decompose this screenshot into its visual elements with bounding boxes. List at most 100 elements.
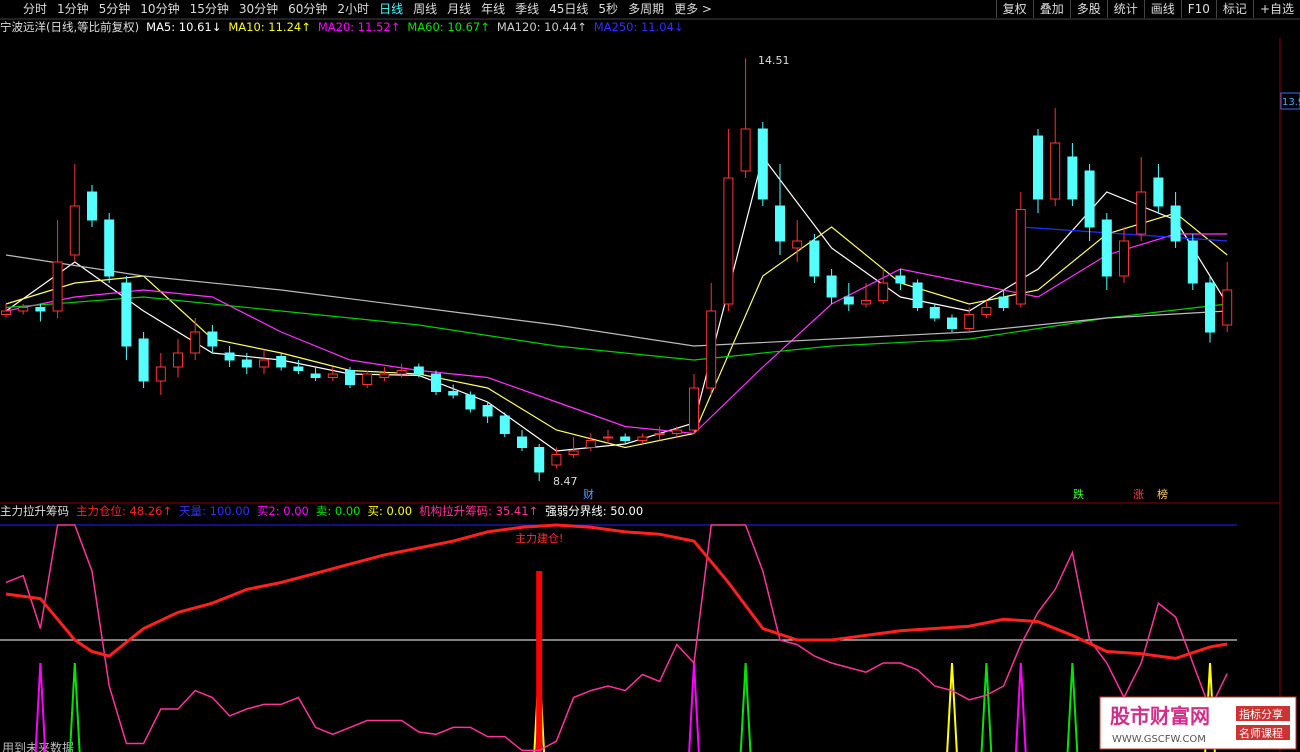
- candle-body: [603, 436, 613, 439]
- toolbar-item[interactable]: 1分钟: [57, 2, 89, 16]
- candle-body: [947, 317, 957, 329]
- toolbar-item[interactable]: 多周期: [628, 2, 665, 16]
- toolbar-item[interactable]: 10分钟: [140, 2, 180, 16]
- candle-body: [224, 352, 235, 361]
- candle-body: [207, 331, 218, 347]
- toolbar-item[interactable]: 60分钟: [288, 2, 328, 16]
- toolbar-item[interactable]: 5分钟: [98, 2, 131, 16]
- candle-body: [87, 191, 97, 221]
- toolbar-item[interactable]: 统计: [1106, 0, 1144, 18]
- toolbar-item[interactable]: 2小时: [337, 2, 370, 16]
- candle-body: [689, 387, 699, 431]
- candle-body: [723, 177, 734, 305]
- candle-body: [1, 310, 11, 315]
- candle-body: [654, 433, 665, 435]
- signal-spike: [1014, 662, 1027, 752]
- ma-line: [5, 212, 1228, 449]
- candle-body: [1119, 240, 1129, 277]
- candle-body: [1033, 135, 1043, 200]
- candle-body: [327, 373, 338, 378]
- position-line: [5, 523, 1228, 660]
- indicator-legend: 主力拉升筹码 主力仓位: 48.26↑ 天量: 100.00 买2: 0.00 卖: 0…: [0, 503, 650, 519]
- candle-body: [878, 282, 889, 301]
- toolbar-item[interactable]: 45日线: [549, 2, 589, 16]
- candle-body: [826, 275, 837, 298]
- candle-body: [964, 314, 975, 329]
- candle-body: [809, 240, 820, 277]
- legend-entry: MA120: 10.44↑: [496, 20, 587, 34]
- ma-line: [5, 296, 1228, 361]
- ma-line: [5, 155, 1228, 452]
- candle-body: [706, 310, 717, 389]
- watermark-tag-bg: [1236, 706, 1290, 721]
- candle-body: [345, 370, 355, 385]
- candle-body: [362, 373, 373, 385]
- toolbar-item[interactable]: 画线: [1143, 0, 1181, 18]
- signal-spike: [1066, 662, 1079, 752]
- candle-body: [69, 205, 80, 256]
- candle-body: [740, 128, 751, 172]
- toolbar-item[interactable]: 日线: [379, 2, 404, 16]
- candle-body: [293, 366, 304, 371]
- toolbar-item[interactable]: 标记: [1215, 0, 1253, 18]
- event: 榜: [1157, 487, 1168, 501]
- signal-spike: [68, 662, 81, 752]
- price-tag: [1280, 92, 1300, 110]
- toolbar-item[interactable]: +自选: [1252, 0, 1300, 18]
- candle-body: [121, 282, 132, 347]
- candle-body: [792, 240, 803, 249]
- candle-body: [895, 275, 906, 284]
- legend-entry: 买2: 0.00: [256, 504, 309, 518]
- inst-line: [5, 524, 1228, 752]
- candle-body: [35, 307, 46, 312]
- toolbar-item[interactable]: 复权: [995, 0, 1033, 18]
- candle-body: [1170, 205, 1181, 242]
- candle-body: [448, 391, 459, 396]
- signal-spike: [34, 662, 47, 752]
- candle-body: [775, 205, 785, 242]
- watermark-tag: 名师课程: [1239, 726, 1283, 740]
- legend-entry: 天量: 100.00: [179, 504, 250, 518]
- candle-body: [620, 436, 631, 441]
- legend-entry: 强弱分界线: 50.00: [545, 504, 644, 518]
- signal-spike: [739, 662, 752, 752]
- event: 跌: [1073, 487, 1084, 501]
- toolbar-item[interactable]: 多股: [1069, 0, 1107, 18]
- toolbar-item[interactable]: 15分钟: [189, 2, 229, 16]
- candle-body: [413, 366, 424, 375]
- toolbar-item[interactable]: 年线: [481, 2, 506, 16]
- toolbar-item[interactable]: 分时: [23, 2, 48, 16]
- candle-body: [1187, 240, 1198, 284]
- candle-body: [1084, 170, 1095, 228]
- candle-body: [637, 436, 648, 441]
- stock-title: 宁波远洋(日线,等比前复权): [0, 20, 140, 34]
- high-label: 14.51: [758, 54, 790, 67]
- candle-body: [499, 415, 510, 434]
- candle-body: [431, 373, 441, 392]
- candle-body: [568, 450, 579, 455]
- toolbar-item[interactable]: 更多 >: [674, 2, 712, 16]
- legend-entry: MA20: 11.52↑: [317, 20, 401, 34]
- toolbar-item[interactable]: 周线: [413, 2, 438, 16]
- watermark-tag: 指标分享: [1239, 707, 1283, 721]
- toolbar-item[interactable]: 叠加: [1032, 0, 1070, 18]
- watermark-name: 股市财富网: [1110, 704, 1210, 728]
- toolbar-item[interactable]: 季线: [515, 2, 540, 16]
- legend-entry: 机构拉升筹码: 35.41↑: [419, 504, 539, 518]
- toolbar-item[interactable]: F10: [1180, 0, 1216, 18]
- candle-body: [912, 282, 923, 308]
- candle-body: [52, 261, 63, 312]
- indicator-title: 主力拉升筹码: [0, 504, 69, 518]
- candle-body: [465, 394, 476, 410]
- legend-entry: MA250: 11.04↓: [593, 20, 684, 34]
- event: 涨: [1133, 488, 1144, 501]
- price-tag-text: 13.9: [1282, 97, 1300, 108]
- watermark-box: [1099, 696, 1297, 750]
- candle-body: [18, 307, 29, 312]
- toolbar-item[interactable]: 月线: [447, 2, 472, 16]
- candle-body: [259, 359, 269, 368]
- toolbar-item[interactable]: 5秒: [598, 2, 619, 16]
- toolbar-item[interactable]: 30分钟: [238, 2, 279, 16]
